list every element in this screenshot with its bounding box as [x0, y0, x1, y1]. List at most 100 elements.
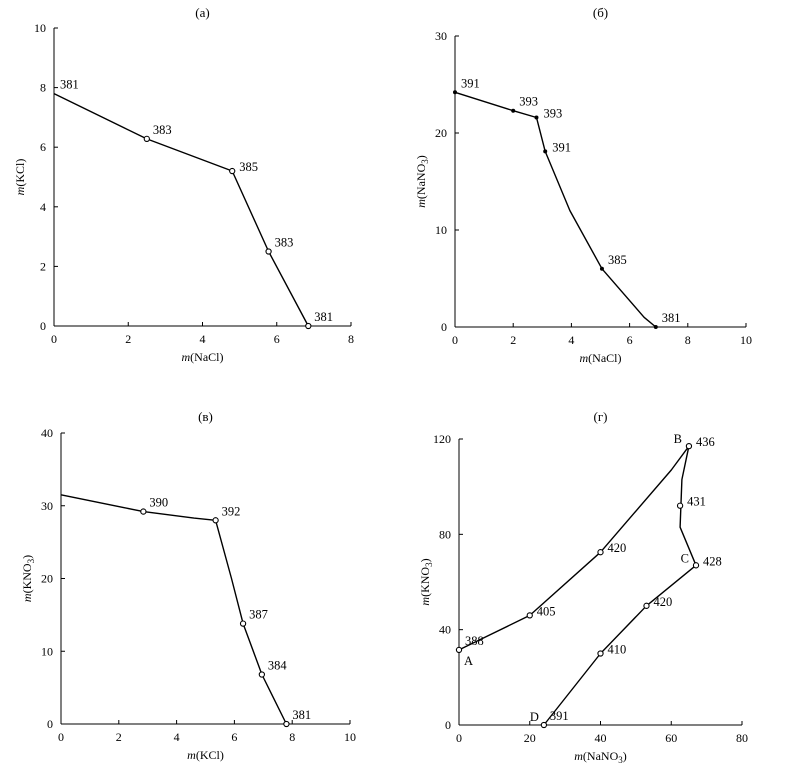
data-label: 381: [60, 78, 79, 92]
y-tick-label: 30: [41, 499, 53, 513]
axes: [60, 432, 351, 725]
x-tick-label: 10: [740, 333, 752, 347]
axes: [53, 27, 352, 327]
data-label: 405: [537, 604, 556, 618]
data-point: [305, 322, 312, 330]
chart-3: (в) 0 2 4 6 8 10 0 10 20 30 40 m(KCl) m(KNO3) 390 392 38…: [20, 409, 356, 762]
data-point: [143, 135, 150, 143]
x-tick-label: 2: [125, 332, 131, 346]
data-point: [543, 149, 548, 154]
x-tick-label: 8: [348, 332, 354, 346]
chart-title: (б): [593, 5, 608, 20]
data-label: 385: [239, 160, 258, 174]
y-axis-label: m(KNO3): [20, 555, 36, 602]
data-label: 383: [153, 123, 172, 137]
data-label: 384: [268, 659, 288, 673]
y-tick-label: 120: [433, 432, 451, 446]
x-tick-label: 80: [736, 731, 748, 745]
series-line-upper: [458, 445, 697, 651]
data-label: 420: [653, 595, 672, 609]
series-line-curve: [454, 91, 657, 328]
x-tick-label: 6: [231, 730, 237, 744]
data-label: 428: [703, 554, 722, 568]
chart-title: (г): [594, 409, 608, 424]
data-label: 410: [608, 643, 627, 657]
y-tick-label: 0: [40, 319, 46, 333]
axes: [458, 438, 743, 726]
data-point: [685, 442, 693, 450]
data-point: [597, 650, 604, 657]
data-point: [283, 720, 290, 728]
x-tick-label: 2: [510, 333, 516, 347]
x-tick-label: 0: [452, 333, 458, 347]
data-point: [653, 325, 658, 329]
point-letter: B: [674, 432, 682, 446]
x-tick-label: 10: [344, 730, 356, 744]
y-tick-label: 2: [40, 259, 46, 273]
x-tick-label: 0: [51, 332, 57, 346]
x-tick-label: 0: [456, 731, 462, 745]
x-tick-label: 6: [274, 332, 280, 346]
y-tick-label: 20: [41, 572, 53, 586]
y-axis-label: m(KCl): [13, 159, 27, 196]
data-point: [643, 602, 650, 609]
data-point: [540, 721, 548, 729]
data-label: 388: [465, 634, 484, 648]
y-tick-label: 10: [41, 644, 53, 658]
y-tick-label: 10: [34, 21, 46, 35]
axes: [454, 35, 747, 328]
data-label: 420: [608, 541, 627, 555]
point-letter: A: [464, 654, 473, 668]
x-tick-label: 4: [174, 730, 180, 744]
data-label: 393: [519, 95, 538, 109]
y-tick-label: 6: [40, 140, 46, 154]
series-line-lower: [543, 564, 697, 726]
data-label: 392: [222, 504, 241, 518]
series-line-curve: [53, 92, 309, 327]
series-line-curve: [60, 494, 288, 725]
data-point: [258, 671, 266, 678]
x-tick-label: 20: [524, 731, 536, 745]
data-label: 381: [292, 708, 311, 722]
data-label: 385: [608, 253, 627, 267]
data-label: 436: [696, 435, 715, 449]
x-tick-label: 60: [665, 731, 677, 745]
x-axis-label: m(NaCl): [580, 351, 622, 365]
x-axis-label: m(NaNO3): [574, 749, 627, 765]
x-tick-label: 0: [58, 730, 64, 744]
chart-4: (г) 0 20 40 60 80 0 40 80 120 m(NaNO3) m(KNO3) 388 40…: [418, 409, 748, 765]
x-tick-label: 6: [627, 333, 633, 347]
chart-title: (в): [198, 409, 213, 424]
y-tick-label: 40: [41, 426, 53, 440]
point-letter: C: [681, 551, 689, 565]
data-label: 383: [275, 236, 294, 250]
data-label: 387: [249, 608, 268, 622]
y-axis-label: m(KNO3): [418, 558, 434, 605]
data-point: [453, 90, 457, 95]
x-axis-label: m(NaCl): [182, 350, 224, 364]
y-tick-label: 4: [40, 200, 46, 214]
data-label: 431: [687, 495, 706, 509]
y-tick-label: 20: [435, 126, 447, 140]
y-tick-label: 80: [439, 527, 451, 541]
data-point: [229, 167, 236, 175]
x-tick-label: 4: [568, 333, 574, 347]
x-tick-label: 8: [289, 730, 295, 744]
data-label: 391: [461, 76, 480, 90]
chart-2: (б) 0 2 4 6 8 10 0 10 20 30 m(NaCl) m(NaNO3) 391 393 39…: [414, 5, 752, 365]
data-label: 393: [543, 106, 562, 120]
data-label: 391: [550, 709, 569, 723]
y-tick-label: 30: [435, 29, 447, 43]
point-letter: D: [530, 710, 539, 724]
y-tick-label: 10: [435, 223, 447, 237]
data-point: [676, 502, 684, 509]
chart-1: (а) 0 2 4 6 8 0 2 4 6 8 10 m(NaCl) m(KCl) 381 383 385 383…: [13, 5, 354, 364]
data-point: [212, 517, 219, 524]
y-tick-label: 40: [439, 623, 451, 637]
y-axis-label: m(NaNO3): [414, 155, 430, 208]
x-tick-label: 40: [595, 731, 607, 745]
data-label: 381: [662, 311, 681, 325]
data-label: 390: [149, 496, 168, 510]
data-point: [265, 248, 272, 255]
data-label: 391: [552, 140, 571, 154]
